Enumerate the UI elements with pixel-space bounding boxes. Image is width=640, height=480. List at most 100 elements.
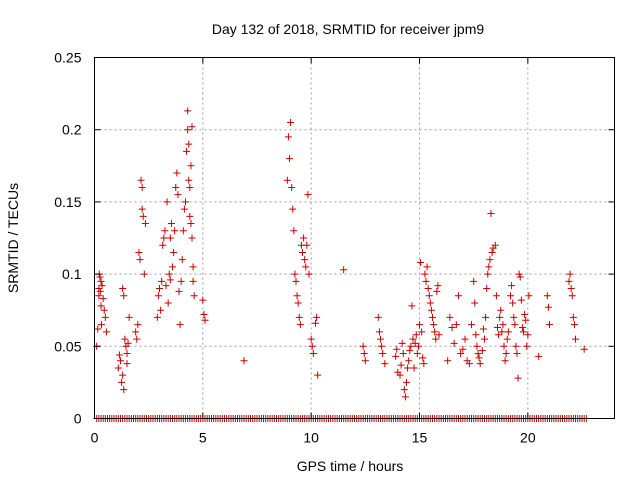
data-point	[417, 259, 425, 267]
data-point	[188, 234, 196, 242]
data-point	[172, 183, 180, 191]
data-point	[473, 342, 481, 350]
data-point	[361, 357, 369, 365]
data-point	[97, 277, 105, 285]
data-point	[514, 374, 522, 382]
data-point	[293, 292, 301, 300]
data-point	[180, 205, 188, 213]
data-point	[141, 220, 149, 228]
data-point	[138, 183, 146, 191]
data-point	[120, 386, 128, 394]
data-point	[178, 256, 186, 264]
data-point	[184, 107, 192, 115]
data-point	[403, 378, 410, 386]
data-point	[465, 360, 473, 368]
data-point	[393, 345, 401, 353]
y-tick-label: 0.15	[54, 194, 81, 210]
data-point	[374, 313, 382, 321]
data-point	[510, 313, 518, 321]
data-point	[119, 285, 127, 293]
data-point	[157, 306, 165, 314]
data-point	[313, 313, 321, 321]
data-point	[516, 273, 524, 281]
x-tick-label: 20	[520, 430, 536, 446]
data-point	[292, 277, 300, 285]
data-point	[381, 360, 389, 368]
data-point	[400, 386, 408, 394]
data-point	[158, 277, 166, 285]
data-point	[543, 292, 551, 300]
data-point	[133, 335, 141, 343]
data-point	[97, 302, 105, 310]
data-point	[422, 277, 430, 285]
data-point	[308, 342, 316, 350]
data-point	[188, 123, 196, 131]
data-point	[176, 321, 184, 329]
data-point	[569, 313, 577, 321]
data-point	[117, 357, 124, 365]
data-point	[494, 324, 501, 332]
data-point	[478, 347, 486, 355]
data-point	[166, 276, 174, 284]
data-point	[167, 220, 175, 228]
data-point	[509, 299, 517, 307]
data-point	[125, 313, 133, 321]
data-point	[304, 191, 312, 199]
data-point	[171, 227, 179, 235]
y-tick-label: 0.25	[54, 50, 81, 66]
data-point	[179, 227, 187, 235]
data-point	[201, 316, 209, 324]
data-point	[114, 364, 122, 372]
data-point	[118, 378, 126, 386]
data-point	[495, 331, 503, 339]
data-point	[124, 339, 132, 347]
data-point	[199, 296, 207, 304]
data-point	[484, 270, 492, 278]
data-point	[301, 256, 309, 264]
y-axis-label: SRMTID / TECUs	[5, 183, 21, 293]
data-point	[121, 335, 129, 343]
data-point	[425, 292, 433, 300]
data-point	[375, 328, 383, 336]
data-point	[95, 292, 103, 300]
data-point	[414, 342, 422, 350]
data-point	[507, 292, 514, 300]
data-point	[492, 292, 500, 300]
data-point	[291, 270, 299, 278]
data-point	[485, 263, 493, 271]
data-point	[520, 328, 527, 336]
data-point	[535, 352, 543, 360]
data-point	[200, 311, 208, 319]
data-point	[96, 273, 104, 281]
data-point	[101, 313, 109, 321]
data-point	[404, 364, 412, 372]
data-point	[580, 345, 588, 353]
y-tick-label: 0.05	[54, 338, 81, 354]
data-point	[444, 357, 452, 365]
data-point	[407, 342, 415, 350]
data-point	[482, 313, 490, 321]
data-point	[546, 321, 553, 329]
data-point	[426, 299, 434, 307]
data-point	[159, 241, 167, 249]
data-point	[570, 321, 578, 329]
data-point	[452, 321, 460, 329]
data-point	[481, 335, 488, 343]
data-point	[294, 299, 302, 307]
data-point	[405, 357, 413, 365]
data-point	[153, 313, 161, 321]
data-point	[379, 350, 387, 358]
data-point	[488, 248, 496, 256]
data-point	[487, 209, 495, 217]
data-point	[457, 350, 465, 358]
data-point	[565, 277, 573, 285]
data-point	[287, 118, 295, 126]
data-point	[398, 339, 406, 347]
data-point	[486, 256, 494, 264]
data-point	[284, 133, 292, 141]
data-point	[446, 313, 454, 321]
data-points	[93, 107, 590, 422]
data-point	[189, 263, 197, 271]
data-point	[296, 321, 304, 329]
